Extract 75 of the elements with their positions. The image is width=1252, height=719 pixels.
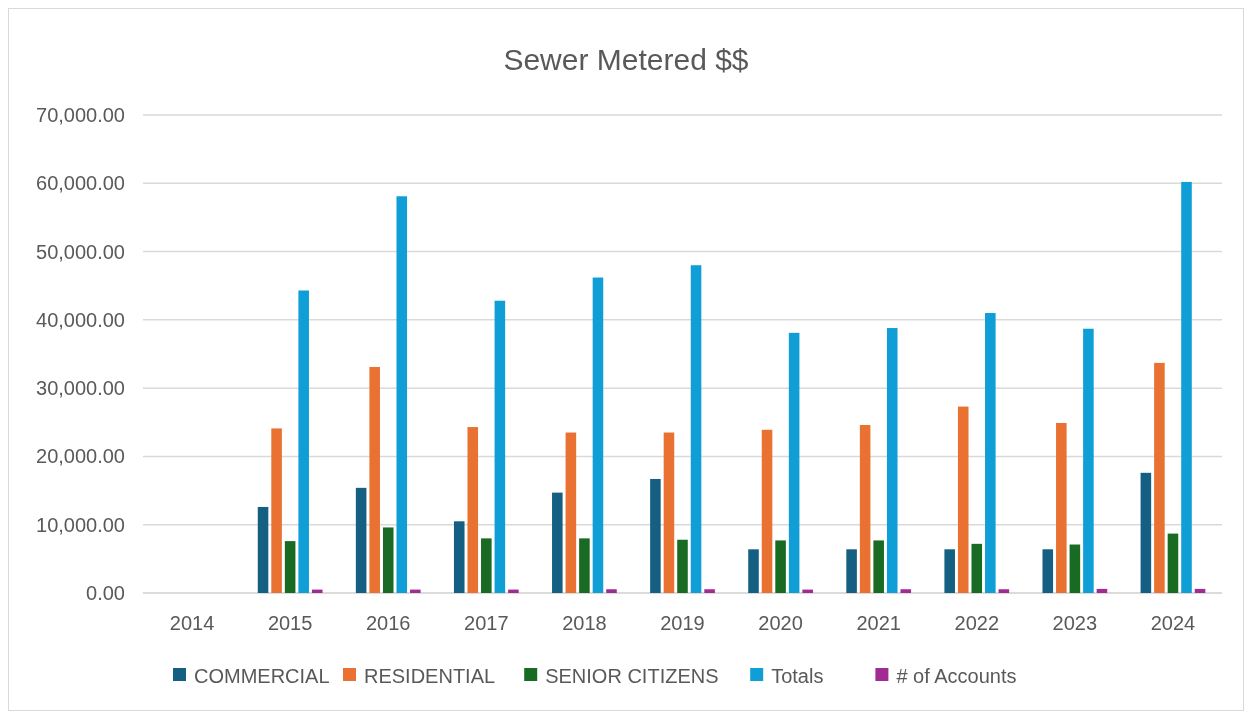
bar: [846, 549, 857, 593]
bar: [704, 589, 715, 593]
bar: [859, 425, 871, 593]
x-tick-label: 2024: [1150, 612, 1196, 634]
bar: [886, 328, 898, 593]
y-tick-label: 0.00: [86, 582, 125, 604]
bar: [944, 549, 955, 593]
bar: [382, 527, 394, 593]
y-tick-label: 30,000.00: [36, 377, 125, 400]
x-tick-label: 2020: [758, 612, 803, 634]
y-tick-label: 20,000.00: [36, 445, 125, 468]
bar: [788, 332, 800, 593]
bar: [298, 290, 309, 593]
bar: [873, 540, 884, 593]
bar: [494, 300, 506, 593]
bar: [677, 539, 688, 593]
bar: [284, 541, 296, 593]
bar: [410, 589, 421, 593]
bar: [453, 521, 465, 593]
y-tick-label: 60,000.00: [36, 172, 125, 195]
bar: [957, 406, 969, 593]
x-tick-label: 2015: [267, 612, 313, 634]
bar: [467, 427, 479, 593]
bar: [650, 478, 661, 593]
bar: [1096, 588, 1108, 593]
bar: [1069, 544, 1081, 593]
bar: [998, 589, 1010, 593]
legend-label: Totals: [771, 665, 824, 687]
bar: [552, 492, 563, 593]
legend-label: RESIDENTIAL: [364, 665, 496, 687]
bar: [257, 506, 269, 593]
bar: [663, 432, 675, 593]
bar: [1181, 181, 1192, 593]
chart-title: Sewer Metered $$: [503, 43, 749, 76]
bar: [592, 277, 604, 593]
x-tick-label: 2014: [169, 612, 215, 634]
bar: [900, 589, 912, 593]
y-tick-label: 70,000.00: [36, 104, 125, 126]
bar: [1042, 549, 1054, 593]
bar: [690, 265, 702, 593]
x-tick-label: 2021: [856, 612, 901, 634]
bar: [971, 543, 983, 593]
bar: [1154, 362, 1165, 593]
bar: [369, 366, 380, 593]
bar: [311, 589, 323, 593]
x-tick-label: 2023: [1052, 612, 1098, 634]
bar: [1083, 328, 1094, 593]
bar: [481, 538, 492, 593]
x-tick-label: 2016: [365, 612, 411, 634]
legend-label: COMMERCIAL: [194, 665, 330, 687]
y-tick-label: 50,000.00: [36, 240, 125, 263]
bar: [355, 487, 367, 593]
x-tick-label: 2022: [954, 612, 1000, 634]
bar: [1167, 533, 1179, 593]
bar: [761, 429, 773, 593]
bar: [606, 589, 617, 593]
bar: [748, 549, 759, 593]
bar: [985, 313, 996, 593]
bar: [565, 432, 577, 593]
legend-label: # of Accounts: [896, 665, 1017, 687]
bar: [1056, 422, 1067, 593]
x-tick-label: 2017: [464, 612, 509, 634]
bar: [1194, 588, 1206, 593]
bar: [396, 196, 408, 593]
y-tick-label: 40,000.00: [36, 308, 125, 331]
bar: [271, 428, 282, 593]
bar: [1140, 472, 1152, 593]
bar: [775, 540, 786, 593]
x-tick-label: 2019: [660, 612, 705, 634]
bar: [508, 589, 519, 593]
legend-label: SENIOR CITIZENS: [545, 665, 719, 687]
bar: [802, 589, 813, 593]
bar: [579, 538, 590, 593]
y-tick-label: 10,000.00: [36, 513, 125, 536]
x-tick-label: 2018: [562, 612, 607, 634]
